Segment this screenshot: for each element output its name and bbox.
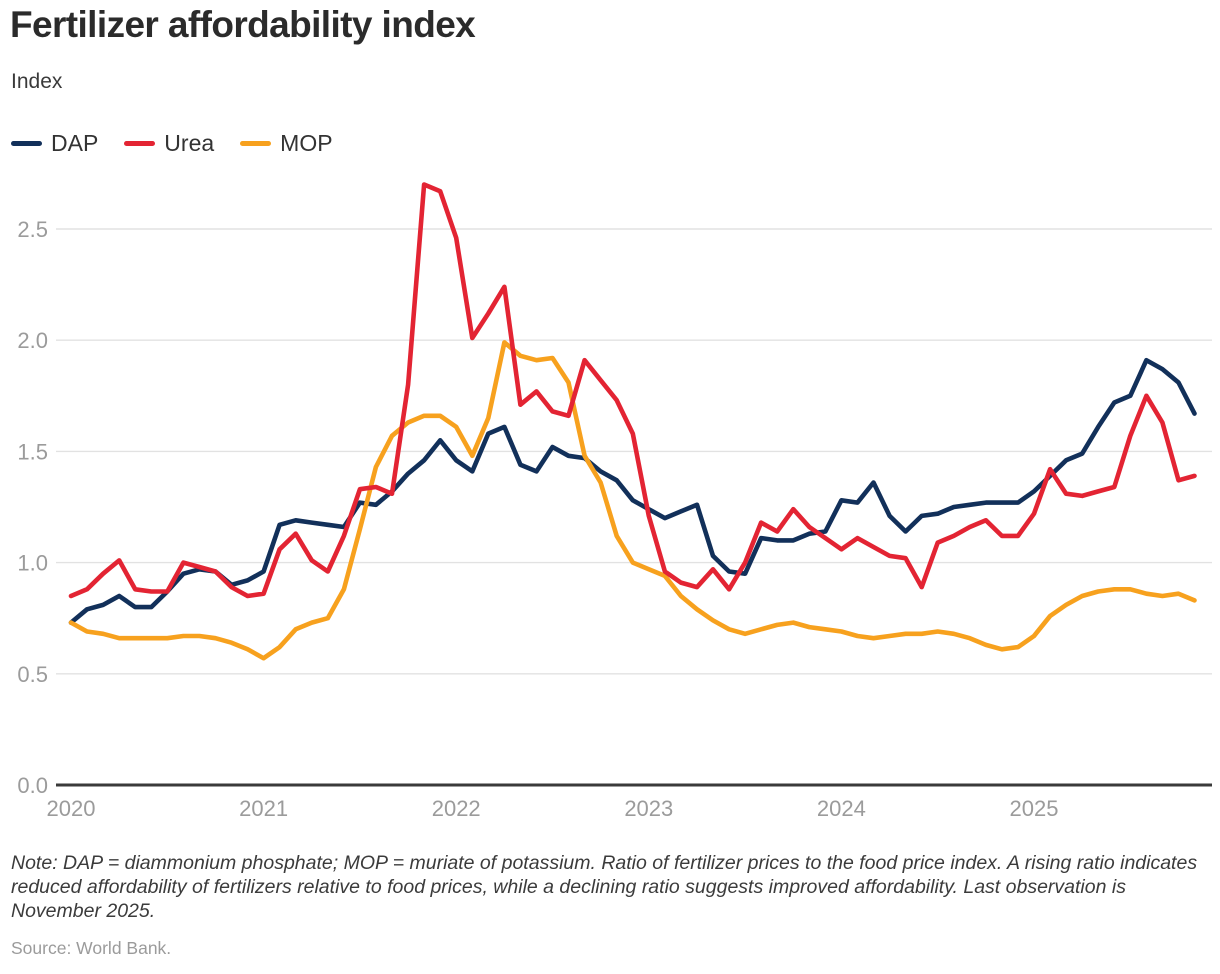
y-tick-label: 2.5: [17, 217, 48, 242]
source-credit: Source: World Bank.: [11, 938, 172, 958]
chart-note: Note: DAP = diammonium phosphate; MOP = …: [11, 852, 1198, 923]
legend-label: DAP: [51, 130, 99, 156]
legend-swatch-mop: [240, 141, 272, 146]
x-tick-label: 2025: [1010, 796, 1059, 821]
line-urea: [68, 182, 1197, 599]
legend-swatch-urea: [124, 141, 156, 146]
legend-item-mop: MOP: [240, 130, 333, 157]
y-tick-label: 1.5: [17, 439, 48, 464]
y-tick-label: 0.0: [17, 773, 48, 798]
legend-swatch-dap: [11, 141, 42, 146]
legend-item-dap: DAP: [11, 130, 98, 157]
legend-item-urea: Urea: [124, 130, 214, 157]
y-tick-label: 2.0: [17, 328, 48, 353]
y-axis-unit-label: Index: [11, 70, 63, 93]
line-dap: [68, 357, 1197, 625]
chart-legend: DAP Urea MOP: [11, 130, 359, 157]
y-tick-label: 0.5: [17, 662, 48, 687]
legend-label: Urea: [164, 130, 215, 156]
y-tick-label: 1.0: [17, 551, 48, 576]
x-tick-label: 2024: [817, 796, 866, 821]
x-tick-label: 2023: [624, 796, 673, 821]
x-tick-label: 2020: [47, 796, 96, 821]
page-title: Fertilizer affordability index: [10, 4, 476, 45]
legend-label: MOP: [280, 130, 333, 156]
x-tick-label: 2021: [239, 796, 288, 821]
line-mop: [68, 340, 1197, 661]
x-tick-label: 2022: [432, 796, 481, 821]
